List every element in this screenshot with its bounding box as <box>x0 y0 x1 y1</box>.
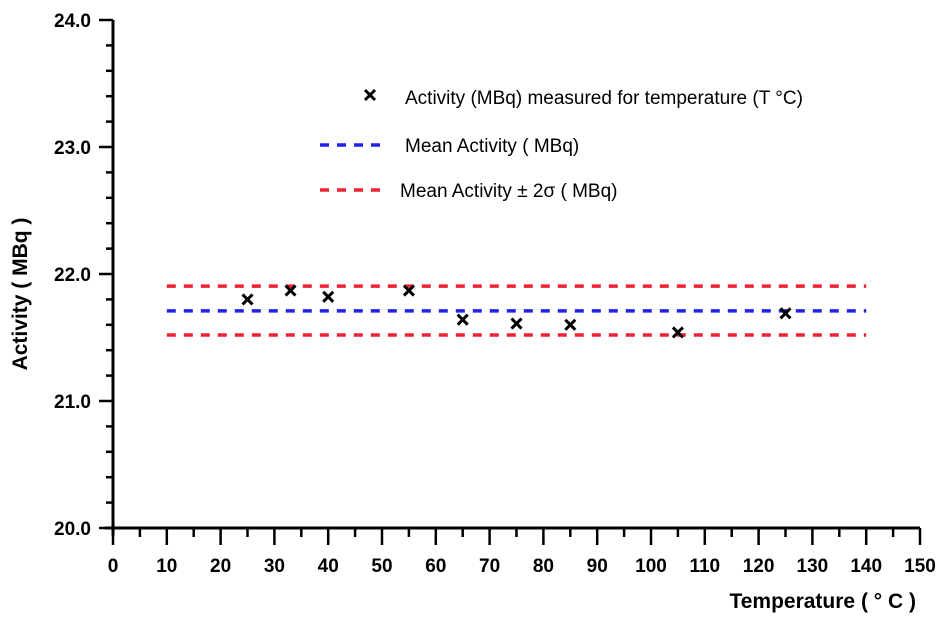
x-tick-label: 130 <box>797 556 829 577</box>
x-tick-label: 90 <box>587 556 608 577</box>
data-point <box>510 317 523 330</box>
x-tick-label: 60 <box>425 556 446 577</box>
data-point <box>456 313 469 326</box>
y-tick-label: 22.0 <box>54 265 91 286</box>
x-tick-label: 120 <box>743 556 775 577</box>
y-tick-label: 21.0 <box>54 392 91 413</box>
y-axis-label: Activity ( MBq ) <box>9 218 32 371</box>
x-tick-label: 0 <box>108 556 119 577</box>
legend-marker-measured <box>363 88 377 102</box>
x-tick-label: 140 <box>850 556 882 577</box>
data-point <box>564 318 577 331</box>
y-tick-label: 20.0 <box>54 519 91 540</box>
x-tick-label: 100 <box>635 556 667 577</box>
data-point <box>241 293 254 306</box>
x-tick-label: 10 <box>156 556 177 577</box>
legend-label-mean: Mean Activity ( MBq) <box>405 136 579 157</box>
y-tick-label: 23.0 <box>54 138 91 159</box>
data-point <box>402 284 415 297</box>
data-point <box>671 326 684 339</box>
legend-label-measured: Activity (MBq) measured for temperature … <box>405 88 803 109</box>
y-tick-label: 24.0 <box>54 11 91 32</box>
data-point <box>322 290 335 303</box>
x-tick-label: 150 <box>904 556 936 577</box>
x-axis-label: Temperature ( ° C ) <box>729 590 916 613</box>
data-point <box>779 307 792 320</box>
x-tick-label: 70 <box>479 556 500 577</box>
x-tick-label: 30 <box>264 556 285 577</box>
x-tick-label: 40 <box>318 556 339 577</box>
x-tick-label: 50 <box>371 556 392 577</box>
x-tick-label: 110 <box>689 556 720 577</box>
legend-label-2sigma: Mean Activity ± 2σ ( MBq) <box>400 181 618 202</box>
data-point <box>284 284 297 297</box>
x-tick-label: 80 <box>533 556 554 577</box>
x-tick-label: 20 <box>210 556 231 577</box>
